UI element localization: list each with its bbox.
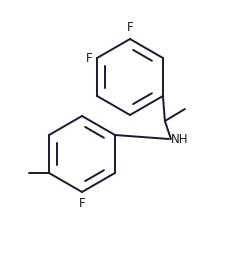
- Text: F: F: [78, 197, 85, 210]
- Text: NH: NH: [170, 133, 188, 146]
- Text: F: F: [85, 52, 92, 64]
- Text: F: F: [126, 21, 133, 34]
